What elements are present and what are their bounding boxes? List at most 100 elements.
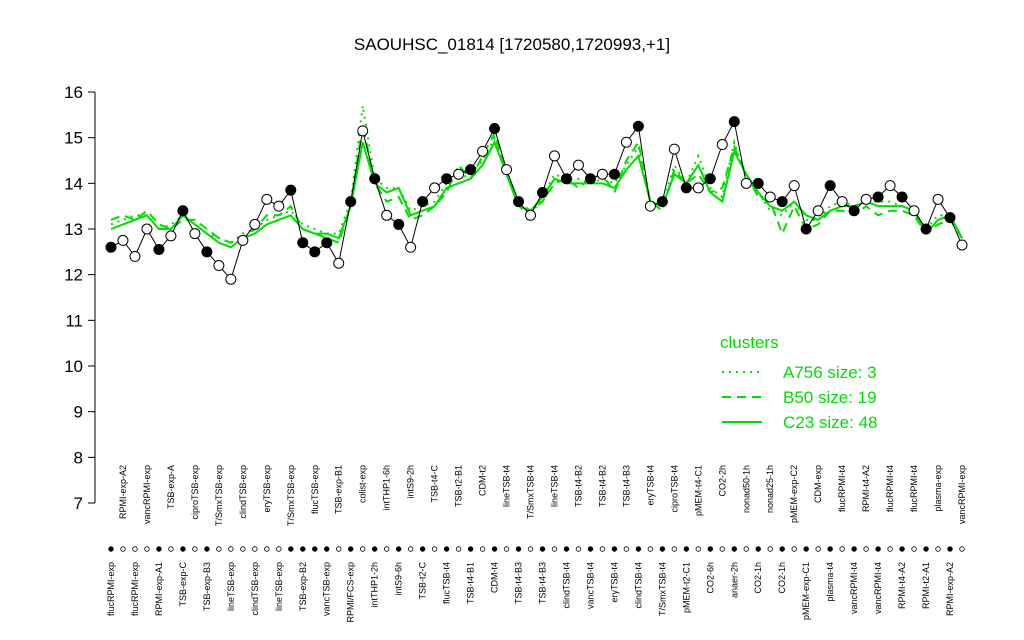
x-tick-label: intS9-6h — [394, 562, 404, 596]
data-point — [764, 191, 776, 203]
x-tick-label: nonad25-1h — [765, 465, 775, 513]
sample-dot — [791, 546, 797, 552]
data-point — [644, 200, 656, 212]
data-point — [405, 241, 417, 253]
sample-dot — [623, 546, 630, 552]
legend-label: B50 size: 19 — [783, 388, 877, 407]
sample-dot — [300, 546, 306, 552]
data-point — [333, 257, 345, 269]
data-point — [932, 193, 944, 205]
data-point — [620, 136, 632, 148]
x-tick-label: CDM-t2 — [478, 465, 488, 496]
sample-dot — [827, 546, 833, 552]
x-tick-label: intS9-2h — [406, 465, 416, 499]
data-point — [297, 237, 309, 249]
sample-dot — [731, 546, 737, 552]
data-point — [357, 125, 369, 137]
sample-dot — [587, 546, 594, 552]
x-tick-label: TSB-exp-B1 — [334, 465, 344, 514]
cluster-line — [110, 123, 963, 245]
sample-dot — [264, 546, 270, 552]
data-point — [117, 234, 129, 246]
data-point — [393, 218, 405, 230]
sample-dot — [336, 546, 342, 552]
sample-dot — [911, 546, 917, 552]
sample-dot — [324, 546, 330, 552]
data-point — [908, 205, 920, 217]
chart-title: SAOUHSC_01814 [1720580,1720993,+1] — [354, 35, 670, 54]
x-tick-label: RPMI-t4-A2 — [897, 562, 907, 609]
sample-dot — [527, 546, 534, 552]
x-tick-label: ciproTSB-exp — [190, 465, 200, 520]
data-point — [525, 209, 537, 221]
sample-dot — [503, 546, 510, 552]
x-tick-label: vancRPMI-t4 — [873, 562, 883, 614]
sample-dot — [683, 546, 690, 552]
sample-dot — [240, 546, 246, 552]
x-tick-label: intTHP1-6h — [382, 465, 392, 511]
x-tick-label: clindTSB-exp — [238, 465, 248, 519]
data-point — [608, 168, 620, 180]
legend-label: C23 size: 48 — [783, 413, 878, 432]
sample-dot — [755, 546, 761, 552]
data-point — [225, 273, 237, 285]
sample-dot — [767, 546, 773, 552]
sample-dot — [659, 546, 666, 552]
data-point — [321, 237, 333, 249]
x-tick-label: plasma-t4 — [825, 562, 835, 602]
sample-dot — [419, 546, 426, 552]
x-tick-label: flucRPMI-t4 — [837, 465, 847, 512]
x-tick-label: T/SmxTSB-exp — [214, 465, 224, 526]
sample-dot — [180, 546, 186, 552]
data-point — [489, 123, 501, 135]
data-point — [920, 223, 932, 235]
sample-dot — [360, 546, 366, 552]
x-tick-label: RPMI-t2-A1 — [921, 562, 931, 609]
data-point — [477, 145, 489, 157]
data-point — [429, 182, 441, 194]
data-point — [788, 180, 800, 192]
sample-dot — [132, 546, 138, 552]
data-point — [441, 173, 453, 185]
data-point — [129, 250, 141, 262]
sample-dot — [192, 546, 198, 552]
sample-dot — [611, 546, 618, 552]
sample-dot — [395, 546, 402, 552]
sample-dot — [707, 546, 713, 552]
x-tick-label: TSB-t2-B1 — [454, 465, 464, 507]
sample-dot — [863, 546, 869, 552]
data-point — [536, 186, 548, 198]
sample-dot — [144, 546, 150, 552]
data-point — [453, 168, 465, 180]
data-point — [776, 196, 788, 208]
x-tick-label: T/SmxTSB-t4 — [657, 562, 667, 616]
sample-dot — [455, 546, 462, 552]
x-tick-label: CO2-2h — [717, 465, 727, 497]
sample-dot — [312, 546, 318, 552]
data-point — [716, 139, 728, 151]
x-tick-label: anaer-2h — [729, 562, 739, 598]
data-point — [704, 173, 716, 185]
sample-dot — [887, 546, 893, 552]
x-tick-label: clindTSB-exp — [250, 562, 260, 616]
data-point — [213, 260, 225, 272]
sample-dot — [348, 546, 354, 552]
x-tick-label: TSB-t4-B3 — [621, 465, 631, 507]
data-point — [261, 193, 273, 205]
sample-dot — [491, 546, 498, 552]
y-tick-label: 12 — [64, 266, 83, 285]
data-point — [465, 164, 477, 176]
sample-dot — [216, 546, 222, 552]
sample-dot — [288, 546, 294, 552]
y-tick-label: 9 — [74, 403, 83, 422]
x-tick-label: TSB-t4-B2 — [573, 465, 583, 507]
sample-dot — [803, 546, 809, 552]
data-point — [632, 120, 644, 132]
sample-dot — [204, 546, 210, 552]
data-point — [896, 191, 908, 203]
sample-dot — [575, 546, 582, 552]
data-point — [345, 196, 357, 208]
data-point — [848, 205, 860, 217]
data-point — [884, 180, 896, 192]
